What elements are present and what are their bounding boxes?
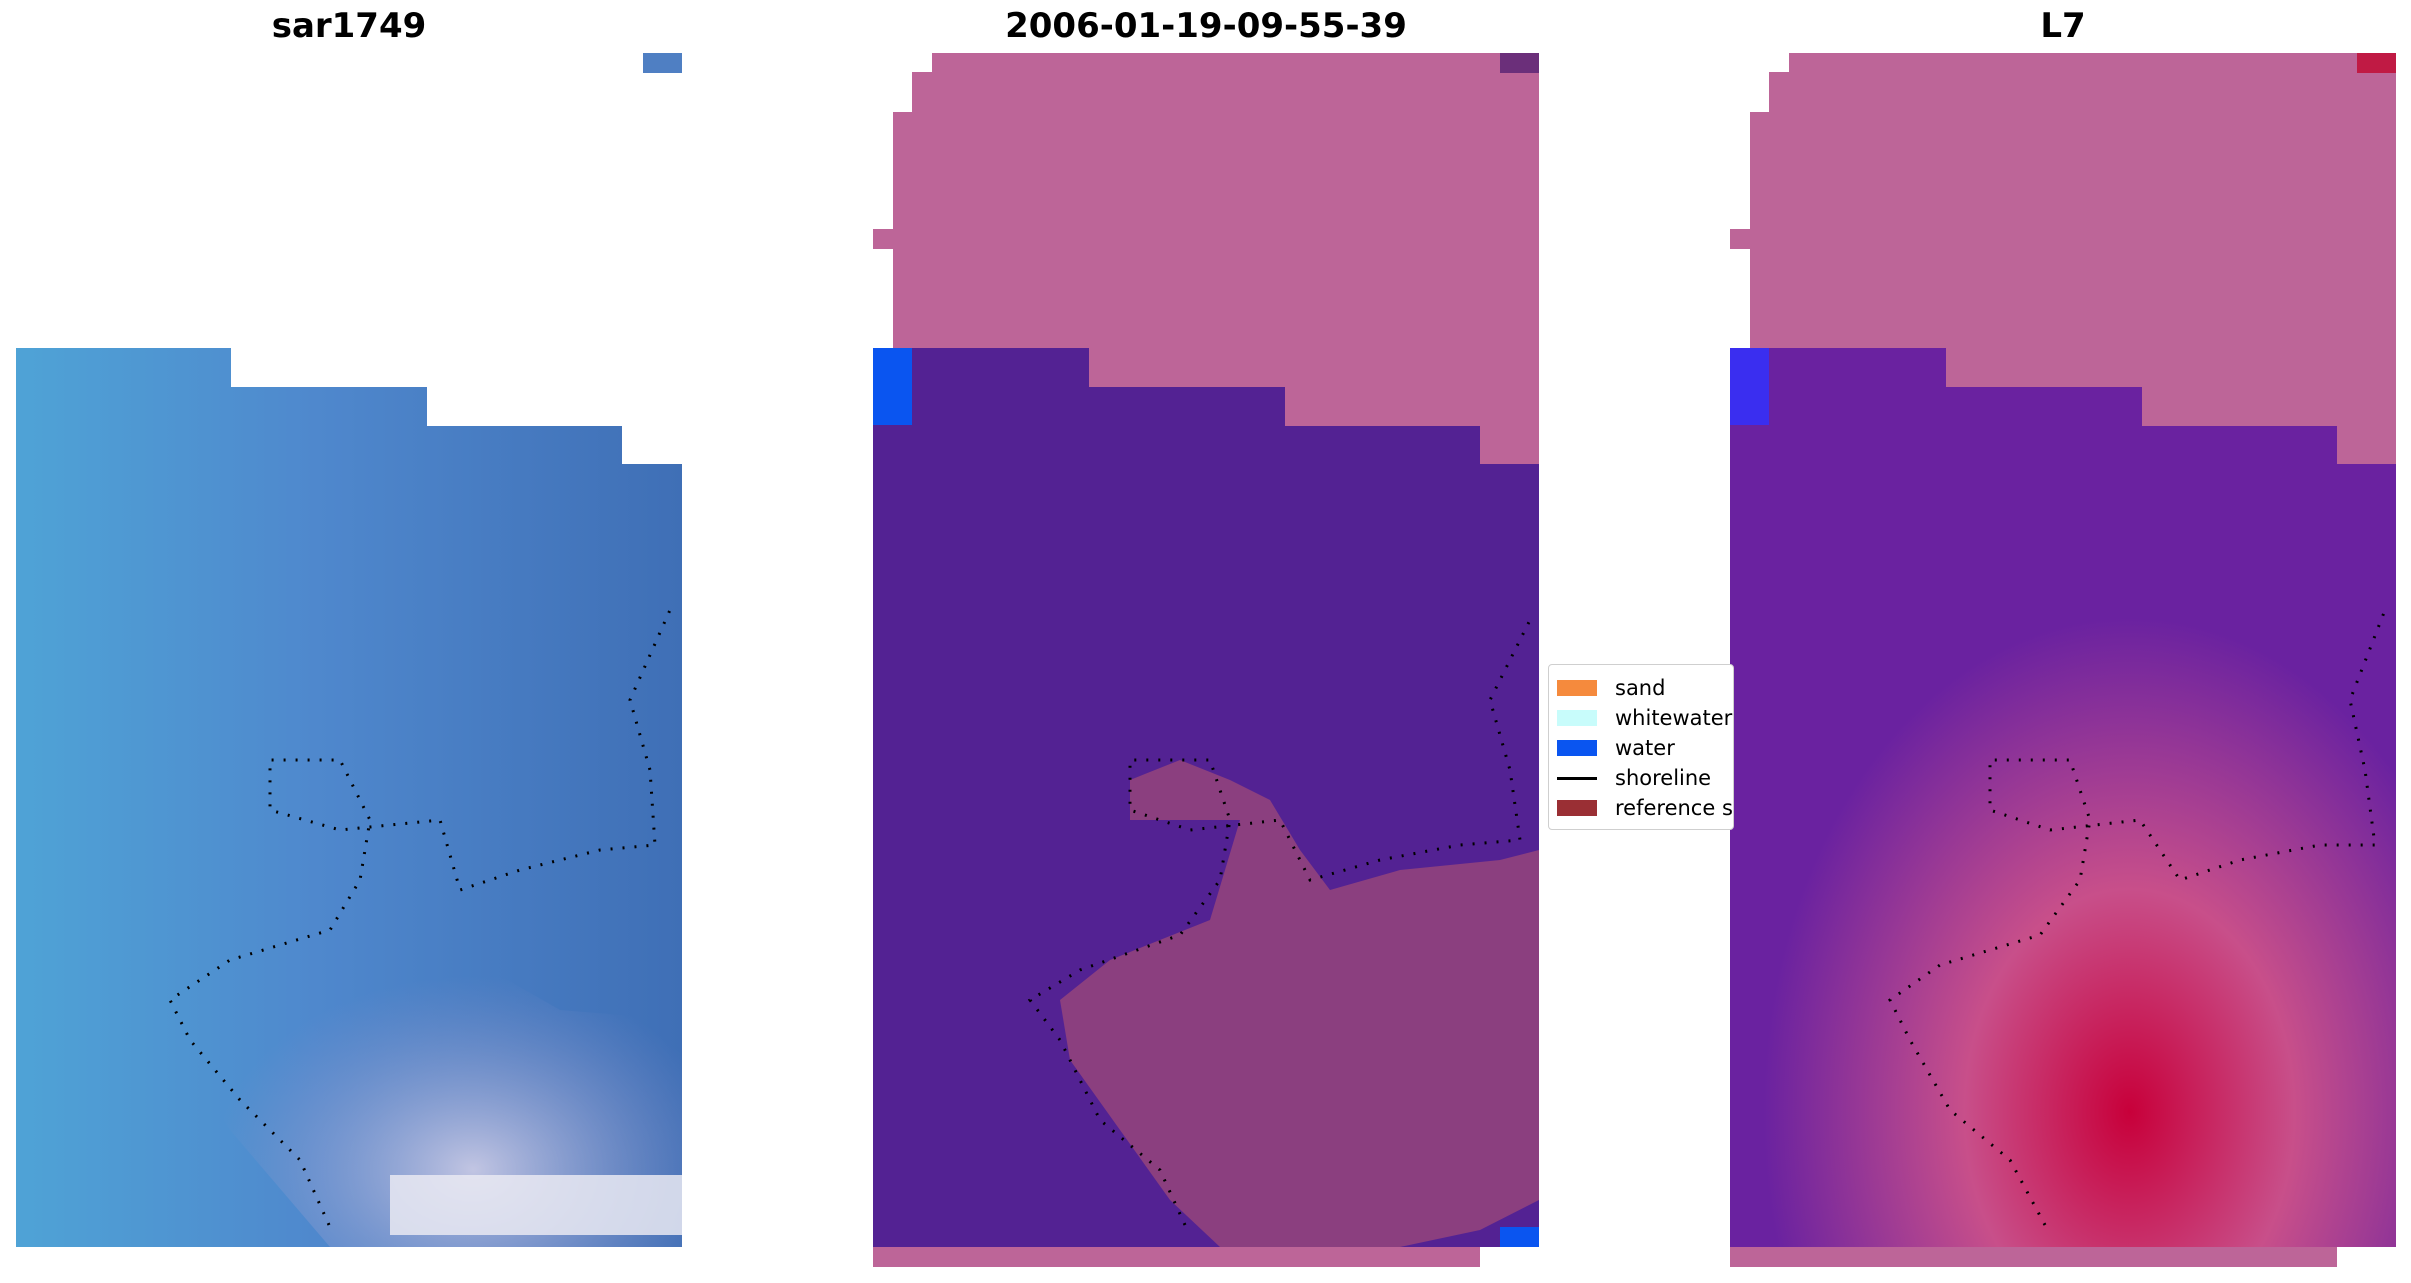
bottom-strip-classified xyxy=(873,1247,1480,1267)
legend-label-whitewater: whitewater xyxy=(1615,706,1733,730)
index-gradient xyxy=(1730,348,2396,1247)
blue-edge-index xyxy=(1730,348,1769,425)
white-foam-rgb xyxy=(390,1175,682,1235)
panel-title-rgb: sar1749 xyxy=(271,6,427,46)
legend: sand whitewater water shoreline referenc… xyxy=(1548,664,1734,830)
water-class-edge xyxy=(873,348,912,425)
bottom-strip-index xyxy=(1730,1247,2337,1267)
panel-title-classified: 2006-01-19-09-55-39 xyxy=(1005,6,1407,46)
legend-item-water: water xyxy=(1557,733,1675,763)
top-corner-pixel xyxy=(643,53,682,73)
legend-item-shoreline: shoreline xyxy=(1557,763,1711,793)
sand-swatch xyxy=(1557,680,1597,696)
legend-item-reference: reference s xyxy=(1557,793,1733,823)
legend-item-sand: sand xyxy=(1557,673,1665,703)
legend-item-whitewater: whitewater xyxy=(1557,703,1732,733)
legend-label-water: water xyxy=(1615,736,1675,760)
sand-class-region xyxy=(1060,760,1539,1247)
water-class-corner xyxy=(1500,1227,1539,1247)
legend-label-sand: sand xyxy=(1615,676,1666,700)
whitewater-swatch xyxy=(1557,710,1597,726)
water-swatch xyxy=(1557,740,1597,756)
reference-swatch xyxy=(1557,800,1597,816)
legend-label-reference: reference s xyxy=(1615,796,1733,820)
shoreline-line xyxy=(1557,776,1597,780)
land-index-top xyxy=(1730,53,2396,464)
legend-label-shoreline: shoreline xyxy=(1615,766,1712,790)
land-class-top xyxy=(873,53,1539,464)
top-corner-index xyxy=(2357,53,2396,73)
top-corner-classified xyxy=(1500,53,1539,73)
panel-title-index: L7 xyxy=(2040,6,2086,46)
